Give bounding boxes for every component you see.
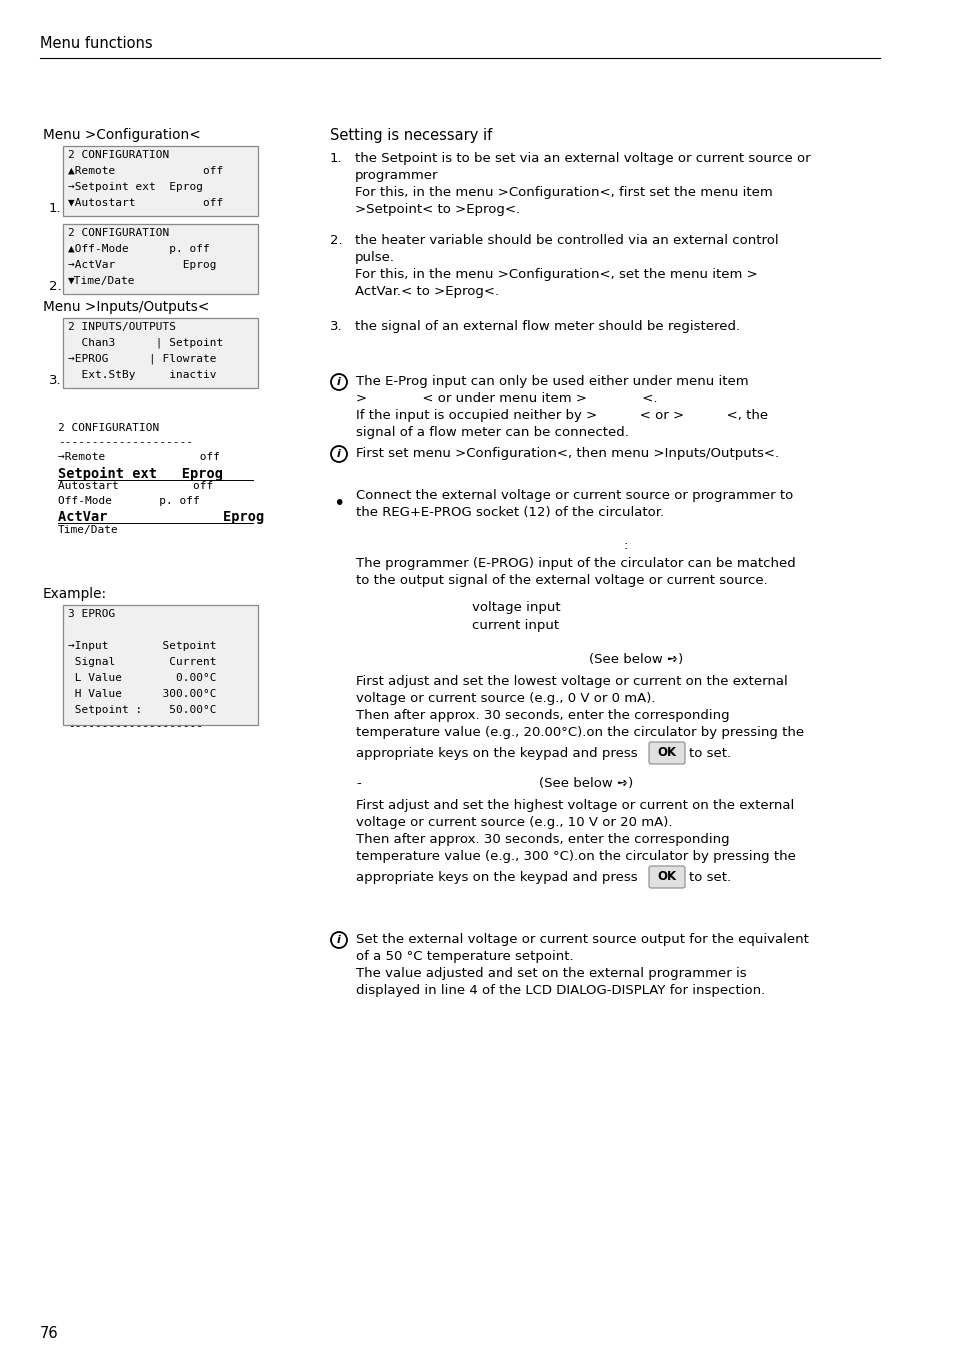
Text: Ext.StBy     inactiv: Ext.StBy inactiv bbox=[68, 370, 216, 380]
Text: 3.: 3. bbox=[330, 320, 342, 332]
Text: --------------------: -------------------- bbox=[68, 721, 203, 731]
Text: the heater variable should be controlled via an external control
pulse.
For this: the heater variable should be controlled… bbox=[355, 234, 778, 299]
Text: appropriate keys on the keypad and press: appropriate keys on the keypad and press bbox=[355, 871, 637, 884]
Text: 76: 76 bbox=[40, 1325, 58, 1342]
Text: 2 CONFIGURATION: 2 CONFIGURATION bbox=[68, 228, 169, 238]
Text: Setpoint :    50.00°C: Setpoint : 50.00°C bbox=[68, 705, 216, 715]
Text: →Input        Setpoint: →Input Setpoint bbox=[68, 640, 216, 651]
Text: Off-Mode       p. off: Off-Mode p. off bbox=[58, 496, 199, 505]
Text: ActVar              Eprog: ActVar Eprog bbox=[58, 509, 264, 524]
Text: The E-Prog input can only be used either under menu item
>             < or unde: The E-Prog input can only be used either… bbox=[355, 376, 767, 439]
Bar bbox=[63, 224, 257, 295]
Text: 3.: 3. bbox=[49, 374, 62, 386]
Text: →Setpoint ext  Eprog: →Setpoint ext Eprog bbox=[68, 182, 203, 192]
Text: →Remote              off: →Remote off bbox=[58, 453, 220, 462]
Text: Menu functions: Menu functions bbox=[40, 36, 152, 51]
Text: Setpoint ext   Eprog: Setpoint ext Eprog bbox=[58, 466, 223, 481]
Text: Connect the external voltage or current source or programmer to
the REG+E-PROG s: Connect the external voltage or current … bbox=[355, 489, 792, 519]
Text: ▲Off-Mode      p. off: ▲Off-Mode p. off bbox=[68, 245, 210, 254]
Text: current input: current input bbox=[472, 619, 559, 632]
Text: Chan3      | Setpoint: Chan3 | Setpoint bbox=[68, 338, 223, 349]
Text: i: i bbox=[336, 449, 340, 459]
Text: i: i bbox=[336, 935, 340, 944]
Text: Setting is necessary if: Setting is necessary if bbox=[330, 128, 492, 143]
Text: to set.: to set. bbox=[688, 747, 730, 761]
Text: to set.: to set. bbox=[688, 871, 730, 884]
Text: L Value        0.00°C: L Value 0.00°C bbox=[68, 673, 216, 684]
Text: voltage input: voltage input bbox=[471, 601, 559, 613]
Text: Menu >Inputs/Outputs<: Menu >Inputs/Outputs< bbox=[43, 300, 209, 313]
FancyBboxPatch shape bbox=[648, 742, 684, 765]
Text: --------------------: -------------------- bbox=[58, 438, 193, 447]
Text: •: • bbox=[333, 494, 344, 513]
Text: the signal of an external flow meter should be registered.: the signal of an external flow meter sho… bbox=[355, 320, 740, 332]
Bar bbox=[63, 146, 257, 216]
Text: Set the external voltage or current source output for the equivalent
of a 50 °C : Set the external voltage or current sour… bbox=[355, 934, 808, 997]
Text: 1.: 1. bbox=[330, 153, 342, 165]
Text: Autostart           off: Autostart off bbox=[58, 481, 213, 490]
Text: ▼Time/Date: ▼Time/Date bbox=[68, 276, 135, 286]
Text: OK: OK bbox=[657, 746, 676, 758]
FancyBboxPatch shape bbox=[648, 866, 684, 888]
Text: H Value      300.00°C: H Value 300.00°C bbox=[68, 689, 216, 698]
Text: The programmer (E-PROG) input of the circulator can be matched
to the output sig: The programmer (E-PROG) input of the cir… bbox=[355, 557, 795, 586]
Text: ▲Remote             off: ▲Remote off bbox=[68, 166, 223, 176]
Text: 2.: 2. bbox=[49, 280, 62, 293]
Text: First set menu >Configuration<, then menu >Inputs/Outputs<.: First set menu >Configuration<, then men… bbox=[355, 447, 779, 459]
Text: 2 CONFIGURATION: 2 CONFIGURATION bbox=[58, 423, 159, 434]
Text: First adjust and set the lowest voltage or current on the external
voltage or cu: First adjust and set the lowest voltage … bbox=[355, 676, 803, 739]
Text: First adjust and set the highest voltage or current on the external
voltage or c: First adjust and set the highest voltage… bbox=[355, 798, 795, 863]
Text: Menu >Configuration<: Menu >Configuration< bbox=[43, 128, 200, 142]
Text: -: - bbox=[355, 777, 360, 790]
Text: OK: OK bbox=[657, 870, 676, 882]
Text: →EPROG      | Flowrate: →EPROG | Flowrate bbox=[68, 354, 216, 365]
Text: appropriate keys on the keypad and press: appropriate keys on the keypad and press bbox=[355, 747, 637, 761]
Text: 2 CONFIGURATION: 2 CONFIGURATION bbox=[68, 150, 169, 159]
Bar bbox=[63, 605, 257, 725]
Text: 2 INPUTS/OUTPUTS: 2 INPUTS/OUTPUTS bbox=[68, 322, 175, 332]
Text: Time/Date: Time/Date bbox=[58, 524, 118, 535]
Text: 1.: 1. bbox=[49, 203, 62, 215]
Text: ▼Autostart          off: ▼Autostart off bbox=[68, 199, 223, 208]
Bar bbox=[63, 317, 257, 388]
Text: the Setpoint is to be set via an external voltage or current source or
programme: the Setpoint is to be set via an externa… bbox=[355, 153, 810, 216]
Text: :: : bbox=[623, 539, 627, 553]
Text: Signal        Current: Signal Current bbox=[68, 657, 216, 667]
Text: (See below ➺): (See below ➺) bbox=[588, 653, 682, 666]
Text: →ActVar          Eprog: →ActVar Eprog bbox=[68, 259, 216, 270]
Text: i: i bbox=[336, 377, 340, 386]
Text: 2.: 2. bbox=[330, 234, 342, 247]
Text: (See below ➺): (See below ➺) bbox=[538, 777, 633, 790]
Text: 3 EPROG: 3 EPROG bbox=[68, 609, 115, 619]
Text: Example:: Example: bbox=[43, 586, 107, 601]
